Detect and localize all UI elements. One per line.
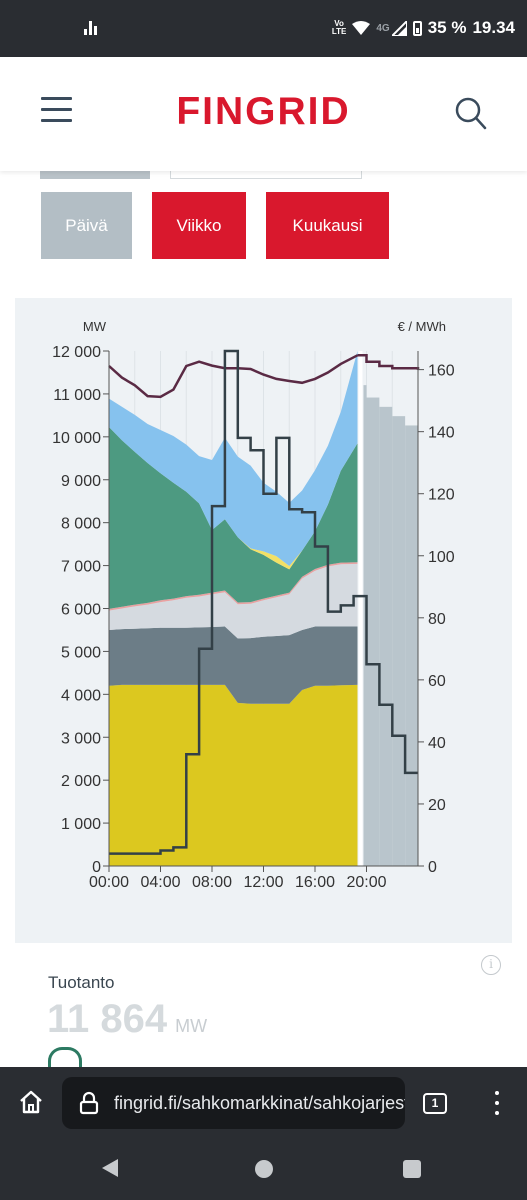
home-icon[interactable]	[18, 1089, 44, 1115]
y-right-tick-label: 100	[428, 549, 455, 566]
date-button-partial[interactable]	[40, 171, 150, 179]
x-tick-label: 08:00	[192, 874, 232, 891]
x-tick-label: 12:00	[243, 874, 283, 891]
x-tick-label: 00:00	[89, 874, 129, 891]
status-bar: Vo LTE 4G 35 % 19.34	[0, 0, 527, 57]
battery-percent: 35 %	[428, 18, 467, 38]
network-type: 4G	[376, 23, 389, 34]
fingrid-logo[interactable]: FINGRID	[0, 90, 527, 134]
chart-svg: MW € / MWh 0 1 000 2 000 3 000 4 000 5 000 6 000…	[15, 298, 512, 943]
home-nav-icon[interactable]	[255, 1160, 273, 1178]
tab-switcher-button[interactable]: 1	[423, 1093, 447, 1114]
cell-signal-icon	[392, 21, 407, 36]
address-bar[interactable]: fingrid.fi/sahkomarkkinat/sahkojarjestel…	[62, 1077, 405, 1129]
date-input-partial[interactable]	[170, 171, 362, 179]
x-tick-label: 20:00	[346, 874, 386, 891]
battery-icon	[413, 21, 422, 36]
y-right-tick-label: 80	[428, 611, 446, 628]
y-left-title: MW	[83, 319, 107, 334]
browser-toolbar: fingrid.fi/sahkomarkkinat/sahkojarjestel…	[0, 1067, 527, 1137]
main-content: Päivä Viikko Kuukausi MW € / MWh 0 1 000 2 0…	[0, 171, 527, 1067]
search-icon[interactable]	[452, 95, 488, 131]
production-unit: MW	[175, 1016, 207, 1036]
y-left-tick-label: 12 000	[52, 344, 101, 361]
y-left-tick-label: 4 000	[61, 687, 101, 704]
android-nav-bar	[0, 1137, 527, 1200]
y-right-tick-label: 0	[428, 859, 437, 876]
info-icon[interactable]: i	[481, 955, 501, 975]
area-series-0	[109, 685, 358, 866]
y-left-tick-label: 11 000	[53, 387, 101, 404]
status-icons: Vo LTE 4G 35 % 19.34	[332, 16, 515, 40]
recents-icon[interactable]	[403, 1160, 421, 1178]
y-right-tick-label: 160	[428, 363, 455, 380]
production-card: i Tuotanto 11 864 MW	[15, 943, 512, 1067]
y-right-tick-label: 40	[428, 735, 446, 752]
y-left-tick-label: 1 000	[61, 816, 101, 833]
tab-paiva[interactable]: Päivä	[41, 192, 132, 259]
power-system-chart: MW € / MWh 0 1 000 2 000 3 000 4 000 5 000 6 000…	[15, 298, 512, 943]
y-left-tick-label: 9 000	[61, 473, 101, 490]
y-right-tick-label: 60	[428, 673, 446, 690]
back-icon[interactable]	[102, 1159, 118, 1177]
lock-icon	[78, 1091, 100, 1115]
price-forecast-bar	[367, 398, 380, 866]
price-forecast-bar	[405, 425, 418, 866]
production-value: 11 864 MW	[47, 997, 207, 1042]
price-forecast-bar	[379, 407, 392, 866]
overflow-menu-icon[interactable]	[486, 1089, 508, 1117]
url-text: fingrid.fi/sahkomarkkinat/sahkojarjestel…	[114, 1093, 405, 1114]
y-left-tick-label: 5 000	[61, 644, 101, 661]
y-left-tick-label: 3 000	[61, 730, 101, 747]
tab-viikko[interactable]: Viikko	[152, 192, 246, 259]
price-forecast-bar	[392, 416, 405, 866]
site-header: FINGRID	[0, 57, 527, 171]
x-tick-label: 16:00	[295, 874, 335, 891]
chevron-toggle-icon[interactable]	[48, 1047, 82, 1067]
clock: 19.34	[472, 18, 515, 38]
y-left-tick-label: 2 000	[61, 773, 101, 790]
y-right-tick-label: 140	[428, 425, 455, 442]
y-right-title: € / MWh	[398, 319, 446, 334]
x-tick-label: 04:00	[140, 874, 180, 891]
consumption-line	[109, 355, 358, 397]
y-left-tick-label: 6 000	[61, 602, 101, 619]
y-left-tick-label: 8 000	[61, 516, 101, 533]
y-right-tick-label: 20	[428, 797, 446, 814]
y-right-tick-label: 120	[428, 487, 455, 504]
tab-kuukausi[interactable]: Kuukausi	[266, 192, 389, 259]
y-left-tick-label: 10 000	[52, 430, 101, 447]
production-label: Tuotanto	[48, 973, 114, 993]
volte-icon: Vo LTE	[332, 20, 347, 36]
y-left-tick-label: 7 000	[61, 559, 101, 576]
wifi-icon	[352, 21, 370, 35]
signal-activity-icon	[84, 21, 100, 35]
production-number: 11 864	[47, 997, 167, 1041]
